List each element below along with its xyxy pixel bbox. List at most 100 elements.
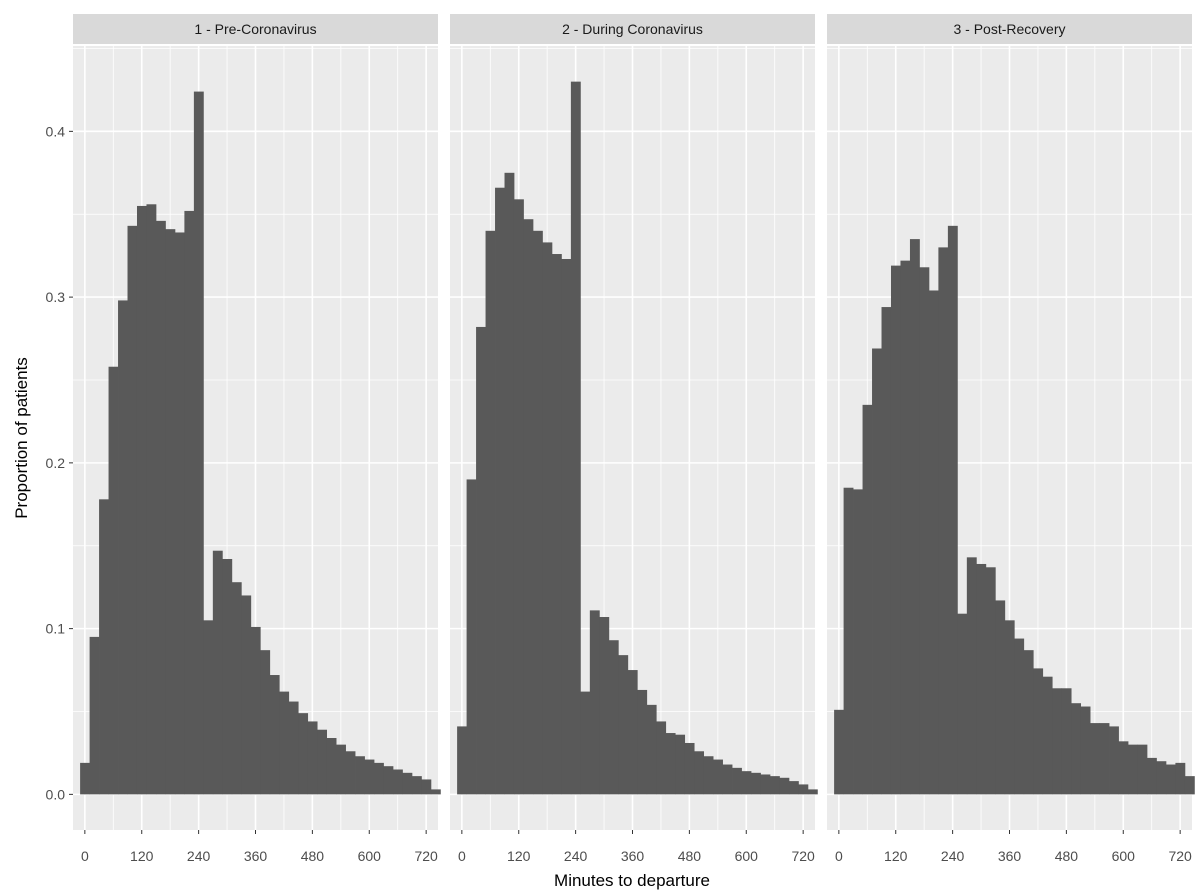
histogram-bar xyxy=(853,489,863,795)
histogram-bar xyxy=(504,172,515,795)
x-tick-label: 480 xyxy=(678,848,702,864)
y-axis-title: Proportion of patients xyxy=(12,357,31,519)
x-tick-label: 240 xyxy=(187,848,211,864)
histogram-bar xyxy=(269,675,280,795)
histogram-bar xyxy=(570,81,581,795)
histogram-bar xyxy=(1184,776,1195,795)
histogram-bar xyxy=(1099,723,1110,795)
histogram-bar xyxy=(485,230,496,795)
histogram-bar xyxy=(165,229,176,795)
histogram-bar xyxy=(374,762,384,795)
histogram-bar xyxy=(1004,620,1015,795)
x-tick-label: 0 xyxy=(81,848,89,864)
histogram-bar xyxy=(788,781,799,795)
x-tick-label: 120 xyxy=(884,848,908,864)
x-tick-label: 360 xyxy=(998,848,1022,864)
histogram-bar xyxy=(741,771,752,795)
histogram-bar xyxy=(703,756,714,795)
histogram-bar xyxy=(779,777,790,795)
histogram-bar xyxy=(495,187,505,795)
x-tick-label: 0 xyxy=(458,848,466,864)
histogram-bar xyxy=(1156,761,1167,795)
histogram-bar xyxy=(1071,703,1082,795)
x-tick-label: 720 xyxy=(1168,848,1192,864)
histogram-bar xyxy=(751,772,761,795)
facet-label: 2 - During Coronavirus xyxy=(562,21,703,37)
histogram-bar xyxy=(1118,741,1129,795)
histogram-bar xyxy=(212,550,223,795)
histogram-bar xyxy=(966,557,977,795)
facet-panel: 3 - Post-Recovery 0 120 240 360 480 600 720 xyxy=(827,14,1195,864)
histogram-bar xyxy=(532,230,543,795)
histogram-bar xyxy=(288,701,299,795)
histogram-bar xyxy=(694,751,705,795)
facet-panels: 1 - Pre-Coronavirus 0 120 240 360 480 600 720 0.… xyxy=(46,14,1195,864)
facet-strip xyxy=(450,14,815,44)
histogram-bar xyxy=(542,242,553,795)
histogram-bar xyxy=(1165,764,1176,795)
x-tick-label: 720 xyxy=(791,848,815,864)
histogram-bar xyxy=(599,617,610,795)
histogram-bar xyxy=(184,210,195,795)
histogram-bar xyxy=(769,776,780,795)
facet-label: 3 - Post-Recovery xyxy=(953,21,1065,37)
histogram-bar xyxy=(1023,650,1034,795)
y-tick-label: 0.1 xyxy=(46,621,66,637)
histogram-bar xyxy=(345,751,356,795)
histogram-bar xyxy=(608,640,619,795)
x-tick-label: 360 xyxy=(621,848,645,864)
histogram-bar xyxy=(241,595,252,795)
histogram-bar xyxy=(957,613,968,795)
histogram-bar xyxy=(411,776,422,795)
x-tick-label: 600 xyxy=(358,848,382,864)
histogram-bar xyxy=(947,225,958,795)
histogram-bar xyxy=(336,744,346,795)
histogram-bar xyxy=(722,764,733,795)
y-tick-label: 0.2 xyxy=(46,455,66,471)
histogram-bar xyxy=(1033,668,1044,795)
histogram-bar xyxy=(364,759,375,795)
y-tick-label: 0.3 xyxy=(46,289,66,305)
histogram-bar xyxy=(900,260,911,795)
histogram-bar xyxy=(1014,638,1025,795)
x-tick-label: 240 xyxy=(564,848,588,864)
histogram-bar xyxy=(317,729,328,795)
histogram-bar xyxy=(551,254,562,795)
facet-strip xyxy=(827,14,1192,44)
histogram-bar xyxy=(136,205,147,795)
histogram-bar xyxy=(938,247,949,795)
histogram-bar xyxy=(976,563,987,795)
histogram-bar xyxy=(1080,706,1091,795)
histogram-bar xyxy=(89,636,100,795)
x-tick-label: 360 xyxy=(244,848,268,864)
histogram-bar xyxy=(146,204,157,795)
histogram-bar xyxy=(231,582,242,795)
histogram-bar xyxy=(193,91,204,795)
histogram-bar xyxy=(665,733,676,795)
histogram-bar xyxy=(834,709,844,795)
histogram-bar xyxy=(627,670,638,795)
x-tick-label: 0 xyxy=(835,848,843,864)
histogram-bar xyxy=(872,348,882,795)
x-tick-label: 480 xyxy=(1055,848,1079,864)
histogram-bar xyxy=(561,258,572,795)
histogram-bar xyxy=(1061,688,1072,795)
x-tick-label: 120 xyxy=(507,848,531,864)
histogram-bar xyxy=(675,734,686,795)
histogram-bar xyxy=(618,655,629,795)
histogram-bar xyxy=(995,600,1006,795)
histogram-bar xyxy=(890,265,901,795)
histogram-bar xyxy=(127,225,138,795)
histogram-bar xyxy=(355,756,365,795)
histogram-bar xyxy=(203,620,214,795)
x-tick-label: 480 xyxy=(301,848,325,864)
histogram-bar xyxy=(523,219,534,795)
histogram-bar xyxy=(513,199,524,795)
histogram-bar xyxy=(656,721,667,795)
y-tick-label: 0.0 xyxy=(46,786,66,802)
histogram-bar xyxy=(928,290,939,795)
histogram-bar xyxy=(260,650,271,795)
histogram-bar xyxy=(307,721,318,795)
histogram-bar xyxy=(637,689,648,795)
